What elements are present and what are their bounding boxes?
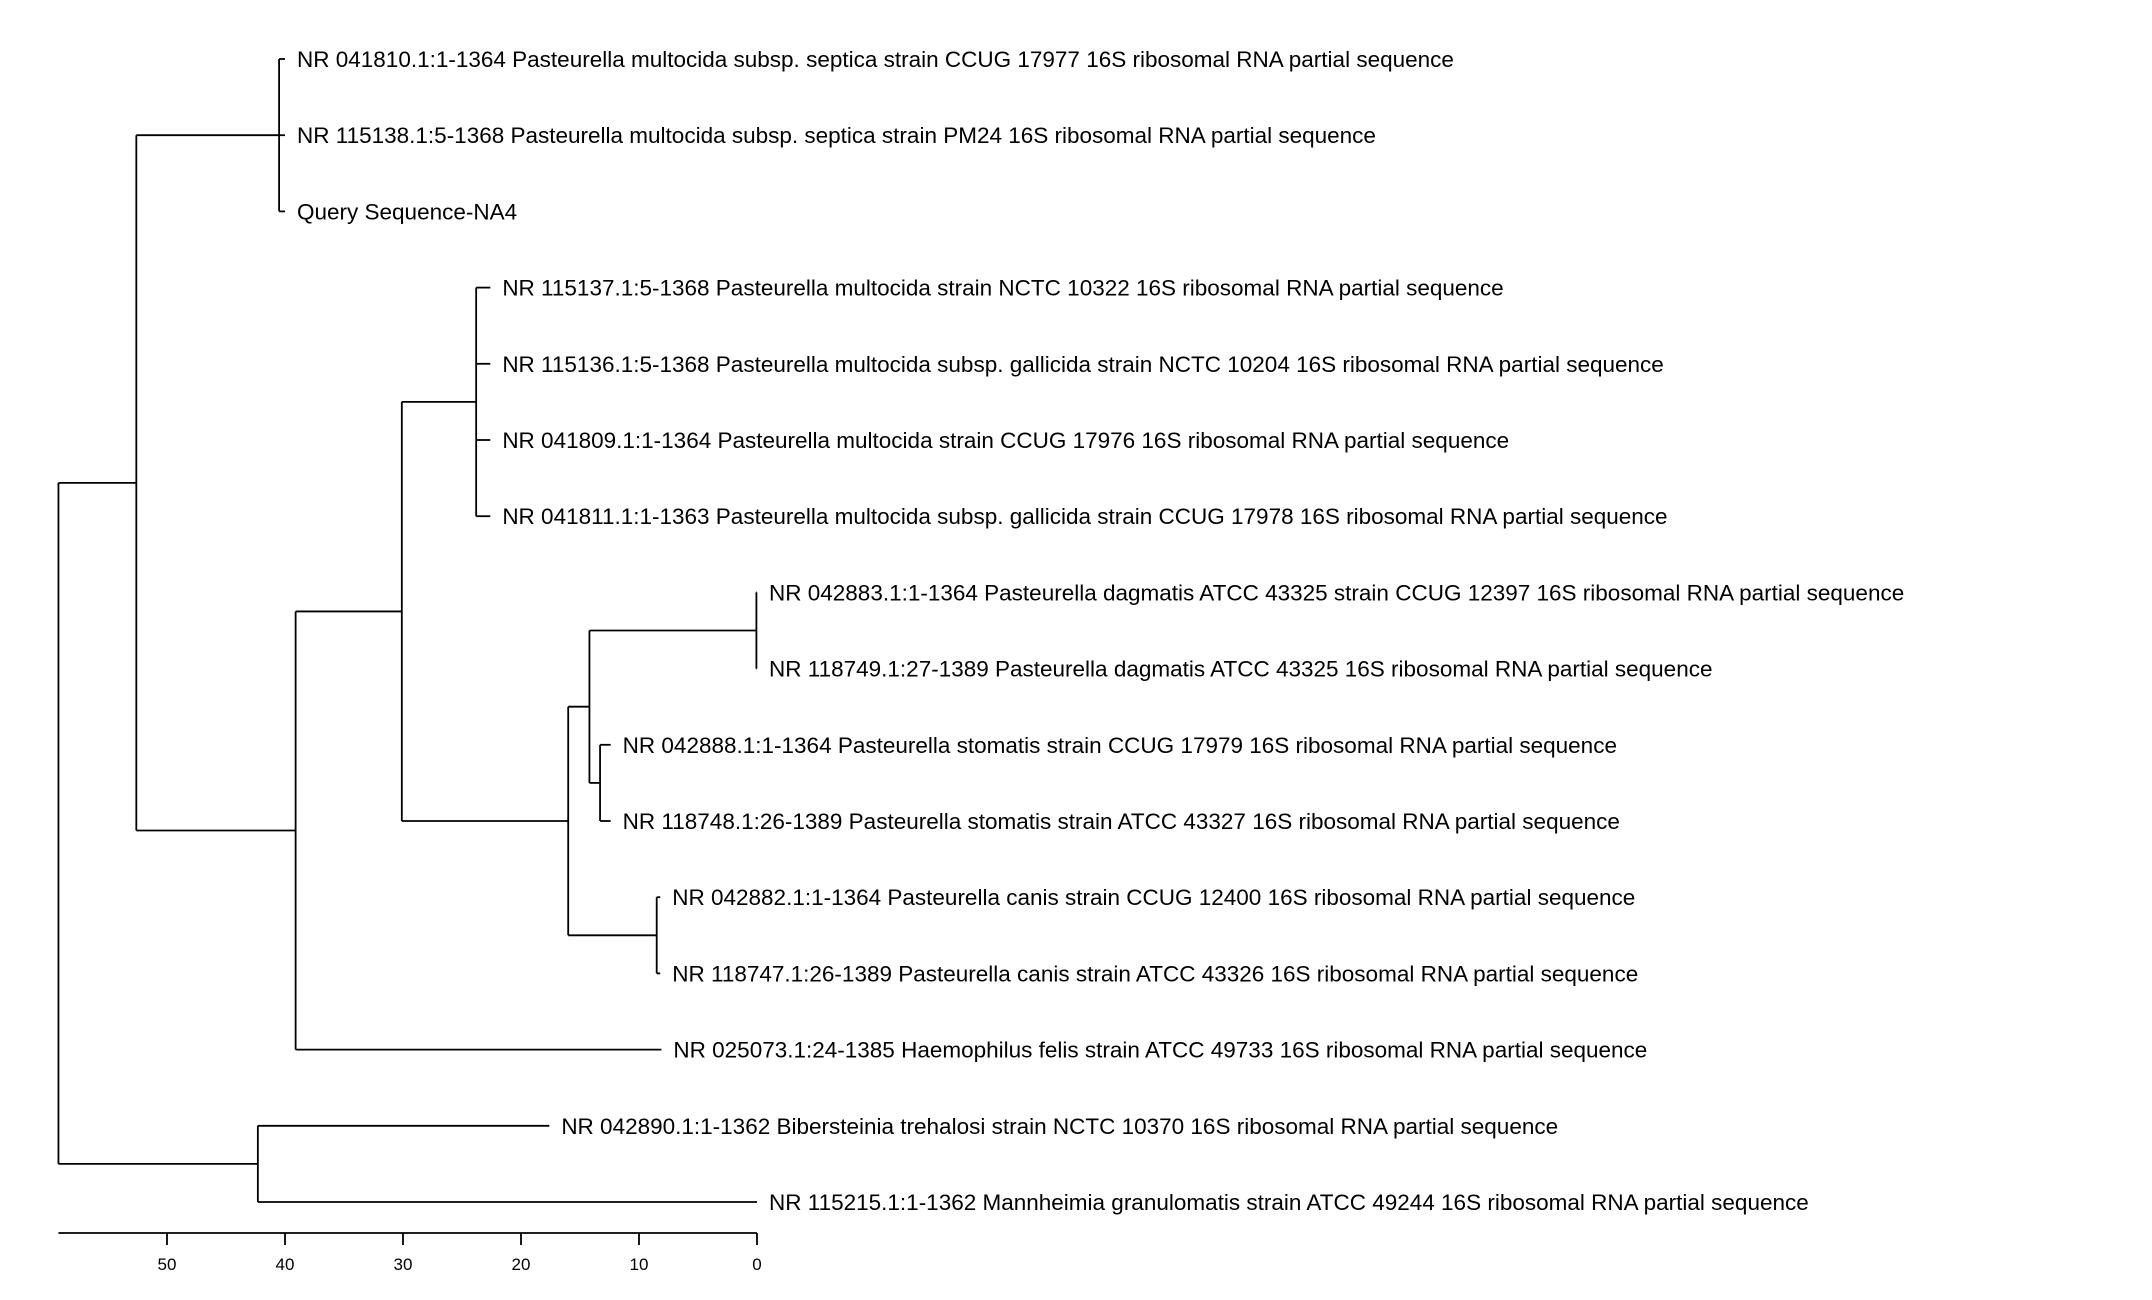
taxon-label: Query Sequence-NA4 [297, 199, 517, 224]
taxon-label: NR 118749.1:27-1389 Pasteurella dagmatis… [769, 657, 1712, 682]
taxon-label: NR 042890.1:1-1362 Bibersteinia trehalos… [561, 1114, 1558, 1139]
scale-tick-label: 40 [276, 1255, 295, 1274]
taxon-label: NR 042882.1:1-1364 Pasteurella canis str… [672, 885, 1635, 910]
taxon-label: NR 025073.1:24-1385 Haemophilus felis st… [673, 1038, 1647, 1063]
scale-tick-label: 10 [630, 1255, 649, 1274]
scale-tick-label: 0 [752, 1255, 761, 1274]
taxon-label: NR 118748.1:26-1389 Pasteurella stomatis… [623, 809, 1620, 834]
taxon-label: NR 115136.1:5-1368 Pasteurella multocida… [502, 352, 1663, 377]
scale-tick-label: 20 [512, 1255, 531, 1274]
taxon-label: NR 115215.1:1-1362 Mannheimia granulomat… [769, 1190, 1809, 1215]
taxon-label: NR 041811.1:1-1363 Pasteurella multocida… [502, 504, 1667, 529]
taxon-label: NR 042888.1:1-1364 Pasteurella stomatis … [623, 733, 1617, 758]
tree-branches [57, 58, 758, 1203]
taxon-label: NR 118747.1:26-1389 Pasteurella canis st… [672, 961, 1638, 986]
taxon-label: NR 115137.1:5-1368 Pasteurella multocida… [502, 276, 1503, 301]
scale-tick-label: 50 [158, 1255, 177, 1274]
taxon-label: NR 115138.1:5-1368 Pasteurella multocida… [297, 123, 1376, 148]
taxon-label: NR 041810.1:1-1364 Pasteurella multocida… [297, 47, 1454, 72]
taxon-labels: NR 041810.1:1-1364 Pasteurella multocida… [297, 47, 1904, 1215]
taxon-label: NR 041809.1:1-1364 Pasteurella multocida… [502, 428, 1509, 453]
scale-tick-label: 30 [394, 1255, 413, 1274]
time-scale-axis: 50 40 30 20 10 0 [58, 1232, 762, 1274]
taxon-label: NR 042883.1:1-1364 Pasteurella dagmatis … [769, 580, 1904, 605]
